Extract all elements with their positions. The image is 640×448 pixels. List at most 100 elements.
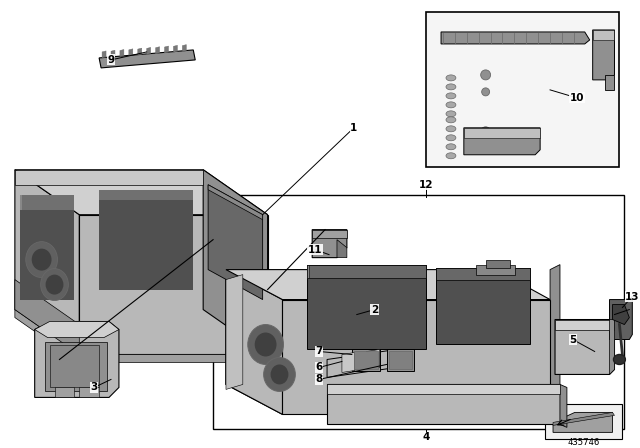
Polygon shape	[79, 388, 99, 397]
Ellipse shape	[45, 275, 63, 295]
Text: 6: 6	[316, 362, 323, 372]
Polygon shape	[79, 215, 268, 354]
Ellipse shape	[481, 127, 491, 137]
Text: 9: 9	[108, 55, 115, 65]
Polygon shape	[20, 195, 22, 210]
Polygon shape	[609, 319, 614, 375]
Polygon shape	[327, 384, 560, 394]
Polygon shape	[436, 267, 530, 345]
Text: 5: 5	[569, 335, 577, 345]
Text: 3: 3	[90, 383, 98, 392]
Polygon shape	[45, 341, 107, 392]
Ellipse shape	[446, 126, 456, 132]
Polygon shape	[486, 260, 511, 267]
Polygon shape	[553, 413, 614, 426]
Polygon shape	[102, 51, 106, 58]
Ellipse shape	[446, 93, 456, 99]
Polygon shape	[327, 384, 560, 424]
Polygon shape	[99, 190, 193, 200]
Ellipse shape	[248, 324, 284, 365]
Polygon shape	[464, 128, 540, 155]
Polygon shape	[307, 265, 426, 278]
Text: 10: 10	[570, 93, 584, 103]
Polygon shape	[111, 50, 115, 57]
Ellipse shape	[446, 153, 456, 159]
Polygon shape	[553, 413, 612, 432]
Polygon shape	[593, 30, 614, 40]
Bar	[388, 352, 412, 370]
Text: 12: 12	[419, 180, 433, 190]
Polygon shape	[312, 230, 347, 258]
Polygon shape	[15, 170, 203, 185]
Ellipse shape	[446, 102, 456, 108]
Ellipse shape	[446, 111, 456, 117]
Polygon shape	[436, 267, 530, 280]
Bar	[354, 352, 378, 370]
Polygon shape	[307, 265, 309, 278]
Polygon shape	[605, 75, 614, 90]
Polygon shape	[20, 195, 74, 210]
Ellipse shape	[271, 365, 289, 384]
Ellipse shape	[32, 249, 52, 271]
Polygon shape	[226, 275, 243, 389]
Ellipse shape	[40, 269, 68, 301]
Text: 7: 7	[316, 346, 323, 357]
Polygon shape	[208, 185, 262, 220]
Polygon shape	[35, 322, 119, 397]
Bar	[387, 349, 414, 371]
Polygon shape	[282, 300, 550, 414]
Ellipse shape	[446, 117, 456, 123]
Text: 8: 8	[316, 375, 323, 384]
Bar	[426, 12, 620, 167]
Polygon shape	[226, 270, 282, 414]
Bar	[545, 405, 623, 439]
Polygon shape	[99, 50, 195, 68]
Polygon shape	[367, 349, 380, 370]
Ellipse shape	[446, 75, 456, 81]
Polygon shape	[164, 46, 168, 53]
Text: 435746: 435746	[568, 438, 600, 447]
Ellipse shape	[446, 144, 456, 150]
Polygon shape	[555, 319, 614, 330]
Polygon shape	[593, 30, 614, 80]
Polygon shape	[560, 384, 567, 427]
Polygon shape	[156, 47, 159, 54]
Polygon shape	[49, 345, 99, 388]
Ellipse shape	[482, 88, 490, 96]
Bar	[352, 349, 380, 371]
Text: 2: 2	[371, 305, 378, 314]
Bar	[213, 195, 625, 429]
Ellipse shape	[26, 241, 58, 278]
Text: 11: 11	[308, 245, 323, 254]
Polygon shape	[203, 170, 268, 354]
Polygon shape	[54, 388, 74, 397]
Ellipse shape	[255, 332, 276, 357]
Polygon shape	[182, 45, 186, 52]
Polygon shape	[208, 185, 262, 300]
Polygon shape	[173, 45, 177, 52]
Polygon shape	[15, 170, 79, 354]
Polygon shape	[282, 400, 560, 414]
Polygon shape	[609, 300, 632, 340]
Polygon shape	[550, 265, 560, 394]
Polygon shape	[307, 265, 426, 349]
Polygon shape	[15, 280, 79, 354]
Polygon shape	[476, 265, 515, 275]
Polygon shape	[441, 32, 589, 44]
Ellipse shape	[446, 84, 456, 90]
Text: 13: 13	[625, 292, 639, 302]
Polygon shape	[342, 353, 355, 372]
Polygon shape	[138, 48, 141, 55]
Polygon shape	[15, 170, 268, 215]
Text: 1: 1	[350, 123, 358, 133]
Ellipse shape	[264, 358, 295, 392]
Polygon shape	[79, 354, 268, 362]
Ellipse shape	[446, 135, 456, 141]
Polygon shape	[226, 270, 550, 300]
Polygon shape	[312, 230, 347, 237]
Polygon shape	[612, 305, 629, 324]
Ellipse shape	[614, 354, 625, 365]
Polygon shape	[555, 319, 614, 375]
Polygon shape	[226, 270, 282, 414]
Polygon shape	[35, 322, 119, 337]
